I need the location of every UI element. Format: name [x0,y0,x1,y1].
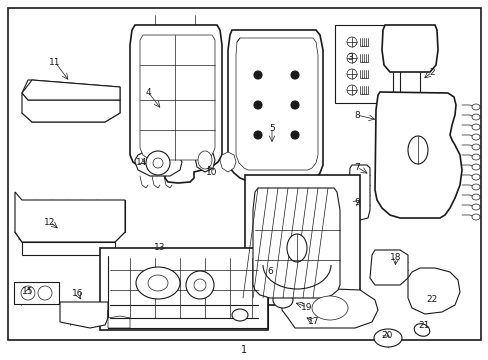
Ellipse shape [471,114,479,120]
Text: 1: 1 [241,345,246,355]
Polygon shape [60,302,108,328]
Text: 20: 20 [381,330,392,339]
Text: 16: 16 [72,289,83,298]
Polygon shape [22,80,120,100]
Ellipse shape [148,275,168,291]
Polygon shape [15,192,125,242]
Polygon shape [108,310,130,328]
Ellipse shape [471,204,479,210]
Bar [334,25,392,103]
Ellipse shape [136,267,180,299]
Polygon shape [282,288,377,328]
Text: 8: 8 [353,111,359,120]
Polygon shape [130,25,222,183]
Ellipse shape [471,124,479,130]
Text: 21: 21 [417,320,429,329]
Ellipse shape [231,309,247,321]
Ellipse shape [272,292,292,308]
Bar [14,282,59,304]
Polygon shape [236,38,317,170]
Text: 12: 12 [44,217,56,226]
Polygon shape [369,250,407,285]
Ellipse shape [471,194,479,200]
Bar [100,248,267,330]
Ellipse shape [198,151,212,169]
Ellipse shape [290,131,298,139]
Ellipse shape [311,296,347,320]
Ellipse shape [290,71,298,79]
Ellipse shape [471,174,479,180]
Polygon shape [140,35,215,160]
Ellipse shape [194,279,205,291]
Ellipse shape [346,85,356,95]
Text: 9: 9 [353,198,359,207]
Text: 3: 3 [346,53,352,62]
Text: 13: 13 [154,243,165,252]
Text: 5: 5 [268,123,274,132]
Ellipse shape [253,71,262,79]
Text: 2: 2 [428,68,434,77]
Text: 19: 19 [301,302,312,311]
Text: 7: 7 [353,162,359,171]
Ellipse shape [290,101,298,109]
Polygon shape [135,150,182,176]
Polygon shape [227,30,323,180]
Polygon shape [381,25,437,72]
Ellipse shape [346,69,356,79]
Text: 6: 6 [266,267,272,276]
Ellipse shape [346,53,356,63]
Polygon shape [252,188,339,298]
Ellipse shape [407,136,427,164]
Ellipse shape [471,164,479,170]
Ellipse shape [21,286,35,300]
Polygon shape [22,93,120,122]
Polygon shape [220,152,236,172]
Text: 10: 10 [206,167,217,176]
Ellipse shape [471,184,479,190]
Ellipse shape [471,104,479,110]
Text: 22: 22 [426,296,437,305]
Polygon shape [374,92,461,218]
Polygon shape [22,242,115,255]
Polygon shape [22,80,120,100]
Text: 11: 11 [49,58,61,67]
Ellipse shape [153,158,163,168]
Ellipse shape [471,214,479,220]
Ellipse shape [471,154,479,160]
Ellipse shape [286,234,306,262]
Text: 15: 15 [22,288,34,297]
Ellipse shape [253,131,262,139]
Text: 4: 4 [145,87,150,96]
Ellipse shape [346,37,356,47]
Ellipse shape [38,286,52,300]
Bar [244,175,359,305]
Ellipse shape [253,101,262,109]
Ellipse shape [185,271,214,299]
Ellipse shape [471,134,479,140]
Text: 17: 17 [307,318,319,327]
Polygon shape [195,148,215,172]
Ellipse shape [471,144,479,150]
Text: 18: 18 [389,253,401,262]
Polygon shape [347,165,369,220]
Ellipse shape [413,324,429,336]
Ellipse shape [373,329,401,347]
Text: 14: 14 [136,158,147,166]
Ellipse shape [146,151,170,175]
Polygon shape [407,268,459,314]
